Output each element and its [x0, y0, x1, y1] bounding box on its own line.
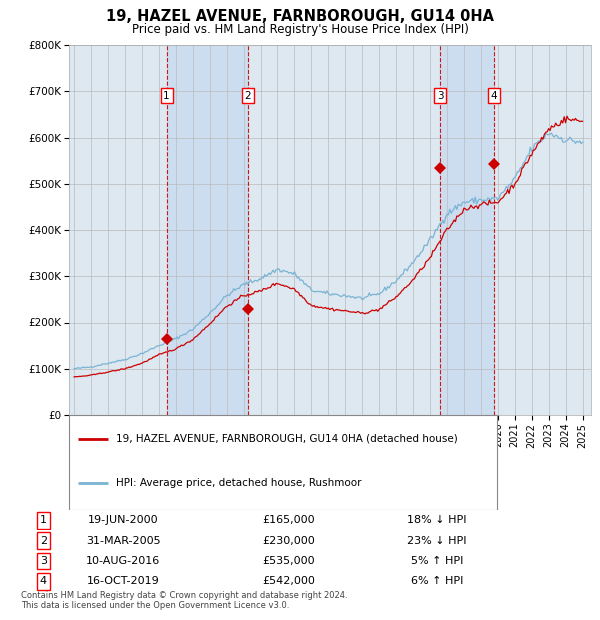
Text: 4: 4 [40, 576, 47, 587]
Text: Contains HM Land Registry data © Crown copyright and database right 2024.
This d: Contains HM Land Registry data © Crown c… [21, 591, 347, 610]
Text: 6% ↑ HPI: 6% ↑ HPI [410, 576, 463, 587]
Text: 2: 2 [40, 536, 47, 546]
Text: 3: 3 [437, 91, 443, 101]
Text: £165,000: £165,000 [262, 515, 315, 525]
Text: 1: 1 [40, 515, 47, 525]
Text: 16-OCT-2019: 16-OCT-2019 [87, 576, 160, 587]
Text: HPI: Average price, detached house, Rushmoor: HPI: Average price, detached house, Rush… [116, 479, 362, 489]
Text: £542,000: £542,000 [262, 576, 315, 587]
Text: 1: 1 [163, 91, 170, 101]
Text: 18% ↓ HPI: 18% ↓ HPI [407, 515, 467, 525]
Text: 5% ↑ HPI: 5% ↑ HPI [410, 556, 463, 566]
Text: 4: 4 [491, 91, 497, 101]
Text: 31-MAR-2005: 31-MAR-2005 [86, 536, 161, 546]
Bar [440, 45, 494, 415]
Text: £535,000: £535,000 [262, 556, 315, 566]
Text: 23% ↓ HPI: 23% ↓ HPI [407, 536, 467, 546]
Text: 10-AUG-2016: 10-AUG-2016 [86, 556, 160, 566]
Text: 19, HAZEL AVENUE, FARNBOROUGH, GU14 0HA (detached house): 19, HAZEL AVENUE, FARNBOROUGH, GU14 0HA … [116, 434, 458, 444]
Text: 19, HAZEL AVENUE, FARNBOROUGH, GU14 0HA: 19, HAZEL AVENUE, FARNBOROUGH, GU14 0HA [106, 9, 494, 24]
Text: 19-JUN-2000: 19-JUN-2000 [88, 515, 158, 525]
Text: Price paid vs. HM Land Registry's House Price Index (HPI): Price paid vs. HM Land Registry's House … [131, 23, 469, 36]
Text: 3: 3 [40, 556, 47, 566]
Text: £230,000: £230,000 [262, 536, 315, 546]
Text: 2: 2 [244, 91, 251, 101]
Bar [167, 45, 248, 415]
